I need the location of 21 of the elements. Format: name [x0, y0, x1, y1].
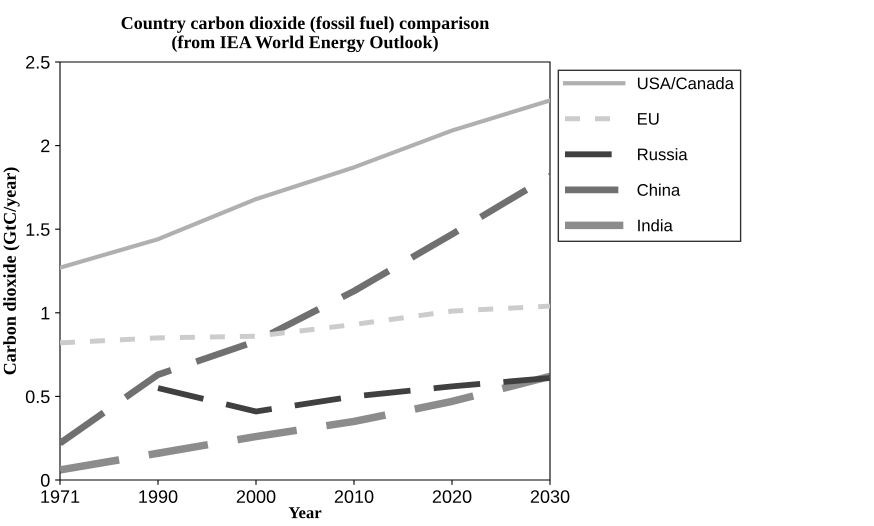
- x-tick-label: 2020: [432, 490, 472, 503]
- x-tick-label: 2000: [236, 490, 276, 503]
- y-tick-label: 1: [42, 306, 50, 320]
- y-axis-title: Carbon dioxide (GtC/year): [3, 167, 20, 374]
- y-tick-label: 2: [41, 140, 50, 152]
- legend-label: India: [638, 219, 673, 232]
- legend-label: Russia: [638, 148, 688, 160]
- x-tick-label: 2010: [334, 490, 374, 503]
- x-tick-label: 2030: [530, 490, 570, 503]
- line-series: [60, 98, 550, 270]
- y-tick-label: 0.5: [26, 390, 50, 404]
- chart-title: Country carbon dioxide (fossil fuel) comparison (from IEA World Energy Outlook): [122, 16, 490, 52]
- y-tick-label: 1.5: [26, 223, 50, 236]
- x-axis-title: Year: [288, 507, 322, 518]
- y-tick-label: 0: [40, 474, 50, 487]
- legend-label: USA/Canada: [638, 77, 734, 90]
- x-tick-label: 1990: [139, 490, 178, 503]
- legend-label: China: [638, 184, 680, 196]
- legend-label: EU: [638, 113, 659, 125]
- y-tick-label: 2.5: [26, 56, 50, 69]
- x-tick-label: 1971: [41, 490, 80, 503]
